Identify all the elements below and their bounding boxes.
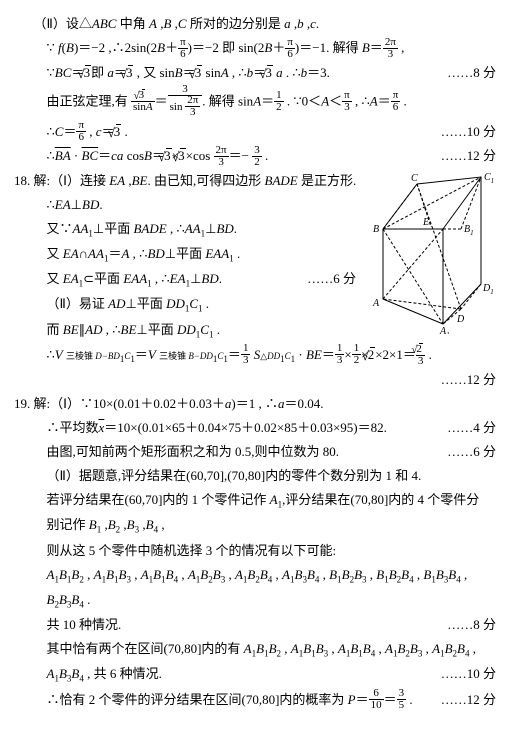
q19-l11: 其中恰有两个在区间(70,80]内的有 A1B1B2 , A1B1B3 , A1… [14, 637, 496, 662]
q19-l7: 则从这 5 个零件中随机选择 3 个的情况有以下可能: [14, 539, 496, 563]
q2-l4: ∴C＝π6 , c＝3 .……10 分 [14, 120, 496, 145]
q19-l8: A1B1B2 , A1B1B3 , A1B1B4 , A1B2B3 , A1B2… [14, 563, 496, 588]
score-4c: ……4 分 [447, 416, 496, 440]
score-6b: ……6 分 [307, 267, 356, 291]
q19-l13: ∴恰有 2 个零件的评分结果在区间(70,80]内的概率为 P＝610＝35 .… [14, 688, 496, 713]
q18-score12: ……12 分 [14, 368, 496, 392]
q18-l4: 又 EA∩AA1＝A , ∴BD⊥平面 EAA1 . [14, 242, 496, 267]
score-12c: ……12 分 [441, 688, 496, 712]
q19-l1: 19. 解:（Ⅰ）∵10×(0.01＋0.02＋0.03＋a)＝1 , ∴a＝0… [14, 392, 496, 416]
q18-l3: 又∵AA1⊥平面 BADE , ∴AA1⊥BD. [14, 217, 496, 242]
q19-l10: 共 10 种情况.……8 分 [14, 613, 496, 637]
score-12a: ……12 分 [441, 144, 496, 168]
q2-l1: ∵ f(B)＝−2 ,∴2sin(2B＋π6)＝−2 即 sin(2B＋π6)＝… [14, 36, 496, 61]
score-10a: ……10 分 [441, 120, 496, 144]
q18-l5: 又 EA1⊂平面 EAA1 , ∴EA1⊥BD.……6 分 [14, 267, 496, 292]
q18-l7: 而 BE∥AD , ∴BE⊥平面 DD1C1 . [14, 318, 496, 343]
score-10c: ……10 分 [441, 662, 496, 686]
q2-l5: ∴BA · BC＝ca cosB＝3×3×cos 2π3＝− 32 .……12 … [14, 144, 496, 169]
q18-l6: （Ⅱ）易证 AD⊥平面 DD1C1 . [14, 292, 496, 317]
q19-l3: 由图,可知前两个矩形面积之和为 0.5,则中位数为 80.……6 分 [14, 440, 496, 464]
q18-l8: ∴V 三棱锥 D−BD1C1＝V 三棱锥 B−DD1C1＝13 S△DD1C1 … [14, 343, 496, 368]
q2-intro: （Ⅱ）设△ABC 中角 A ,B ,C 所对的边分别是 a ,b ,c. [14, 12, 496, 36]
q19-l5: 若评分结果在(60,70]内的 1 个零件记作 A1,评分结果在(70,80]内… [14, 488, 496, 513]
q19-l6: 别记作 B1 ,B2 ,B3 ,B4 , [14, 513, 496, 538]
q2-l3: 由正弦定理,有 3sinA＝3sin 2π3. 解得 sinA＝12 . ∵0＜… [14, 85, 496, 120]
score-8a: ……8 分 [447, 61, 496, 85]
q19-l12: A1B3B4 , 共 6 种情况.……10 分 [14, 662, 496, 687]
q18-l2: ∴EA⊥BD. [14, 193, 496, 217]
q19-l4: （Ⅱ）据题意,评分结果在(60,70],(70,80]内的零件个数分别为 1 和… [14, 464, 496, 488]
score-6c: ……6 分 [447, 440, 496, 464]
q18-head: 18. 解:（Ⅰ）连接 EA ,BE. 由已知,可得四边形 BADE 是正方形. [14, 169, 496, 193]
q2-l2: ∵BC＝3即 a＝3 , 又 sinB＝3 sinA , ∴b＝3 a . ∴b… [14, 61, 496, 85]
score-8c: ……8 分 [447, 613, 496, 637]
q19-l2: ∴平均数x＝10×(0.01×65＋0.04×75＋0.02×85＋0.03×9… [14, 416, 496, 440]
q19-l9: B2B3B4 . [14, 588, 496, 613]
